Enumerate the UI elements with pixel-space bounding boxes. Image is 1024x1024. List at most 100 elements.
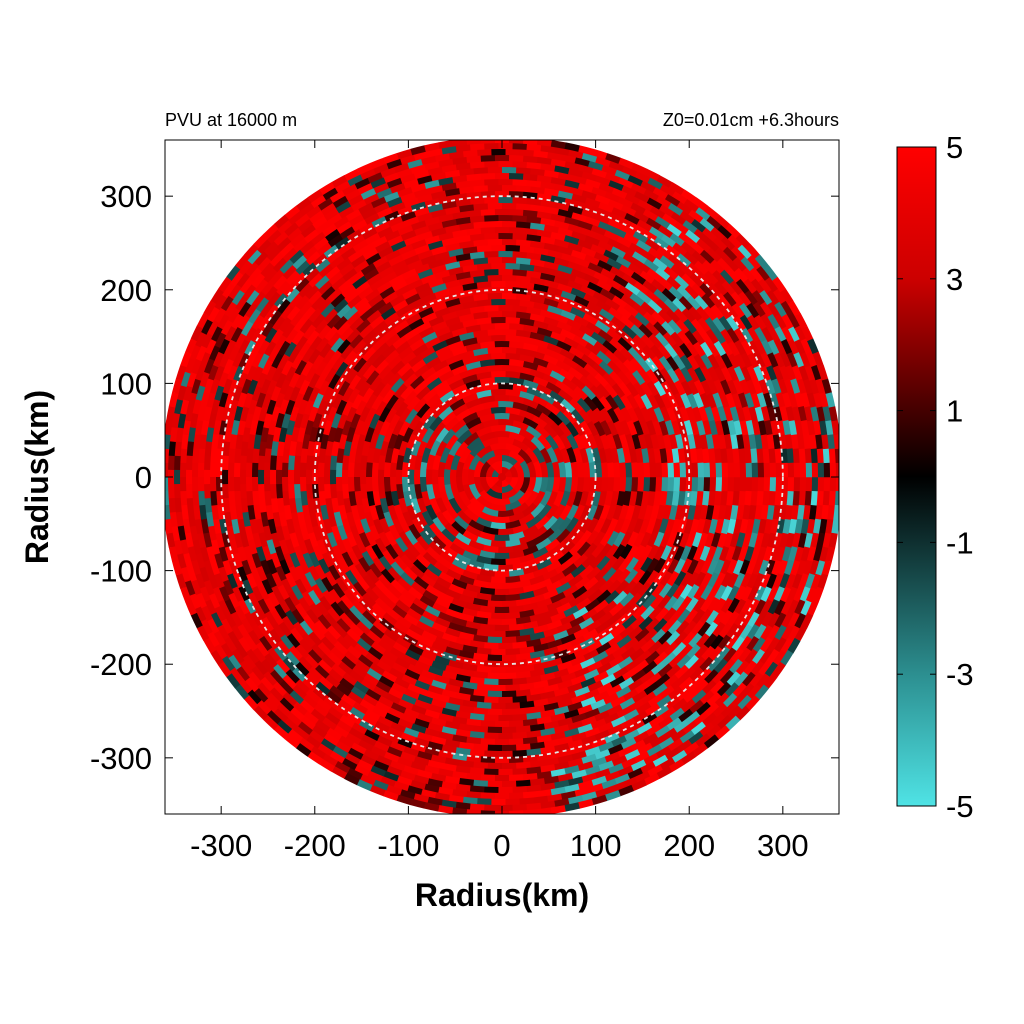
field-cell: [656, 694, 673, 709]
field-cell: [372, 619, 388, 634]
field-cell: [255, 565, 268, 582]
field-cell: [611, 187, 628, 199]
field-cell: [475, 516, 492, 529]
field-cell: [210, 433, 220, 449]
field-cell: [690, 620, 705, 636]
field-cell: [270, 352, 284, 369]
field-cell: [265, 538, 277, 555]
field-cell: [243, 611, 257, 628]
field-cell: [735, 233, 751, 249]
field-cell: [420, 292, 437, 304]
field-cell: [290, 584, 304, 601]
field-cell: [683, 518, 694, 535]
field-cell: [465, 524, 482, 538]
field-cell: [732, 682, 748, 698]
x-tick-label: -100: [377, 828, 439, 863]
field-cell: [387, 234, 404, 247]
field-cell: [601, 462, 609, 478]
field-cell: [712, 392, 724, 409]
field-cell: [485, 488, 502, 500]
field-cell: [689, 699, 705, 714]
field-cell: [533, 795, 549, 805]
field-cell: [427, 703, 444, 714]
field-cell: [757, 462, 765, 478]
field-cell: [604, 790, 621, 801]
field-cell: [291, 684, 307, 700]
field-cell: [712, 702, 728, 718]
field-cell: [339, 594, 354, 610]
field-cell: [546, 580, 563, 593]
field-cell: [338, 735, 355, 749]
field-cell: [314, 619, 329, 636]
field-cell: [333, 725, 349, 739]
field-cell: [469, 640, 485, 649]
field-cell: [591, 577, 608, 593]
field-cell: [300, 716, 316, 731]
field-cell: [275, 372, 287, 389]
field-cell: [384, 589, 400, 605]
field-cell: [716, 681, 732, 697]
field-cell: [501, 762, 517, 770]
field-cell: [187, 511, 196, 527]
field-cell: [763, 265, 778, 281]
field-cell: [341, 518, 352, 534]
field-cell: [365, 369, 380, 386]
field-cell: [667, 619, 683, 636]
field-cell: [401, 248, 417, 261]
field-cell: [432, 359, 449, 372]
field-cell: [736, 434, 745, 450]
field-cell: [354, 659, 371, 674]
field-cell: [727, 353, 740, 369]
x-tick-label: 0: [493, 828, 510, 863]
field-cell: [481, 436, 499, 448]
field-cell: [210, 288, 224, 304]
field-cell: [553, 256, 570, 267]
field-cell: [305, 329, 320, 346]
field-cell: [743, 278, 758, 294]
field-cell: [317, 476, 325, 492]
field-cell: [184, 580, 196, 596]
field-cell: [636, 649, 652, 665]
field-cell: [494, 394, 510, 402]
field-cell: [272, 257, 288, 273]
field-cell: [587, 351, 604, 366]
field-cell: [431, 621, 448, 634]
field-cell: [386, 784, 402, 796]
field-cell: [347, 550, 360, 567]
field-cell: [546, 323, 563, 335]
field-cell: [323, 454, 332, 470]
field-cell: [561, 563, 578, 578]
field-cell: [607, 724, 624, 736]
field-cell: [454, 496, 469, 513]
field-cell: [381, 549, 396, 566]
field-cell: [738, 635, 753, 652]
field-cell: [377, 364, 393, 380]
field-cell: [331, 175, 348, 188]
field-cell: [618, 504, 630, 521]
field-cell: [269, 669, 284, 685]
field-cell: [359, 699, 375, 712]
field-cell: [284, 609, 299, 626]
field-cell: [374, 700, 391, 714]
field-cell: [621, 776, 638, 789]
field-cell: [241, 358, 254, 375]
field-cell: [237, 636, 252, 653]
field-cell: [732, 559, 745, 576]
field-cell: [637, 462, 645, 478]
field-cell: [480, 774, 495, 782]
field-cell: [762, 448, 771, 464]
field-cell: [345, 208, 362, 222]
field-cell: [336, 220, 353, 234]
field-cell: [625, 381, 640, 398]
field-cell: [283, 717, 299, 732]
field-cell: [512, 160, 528, 168]
field-cell: [593, 340, 610, 355]
field-cell: [526, 386, 543, 398]
field-cell: [383, 751, 400, 763]
field-cell: [275, 280, 291, 296]
field-cell: [494, 154, 510, 162]
field-cell: [801, 612, 814, 629]
field-cell: [257, 406, 268, 422]
field-cell: [568, 595, 585, 609]
field-cell: [623, 232, 640, 245]
